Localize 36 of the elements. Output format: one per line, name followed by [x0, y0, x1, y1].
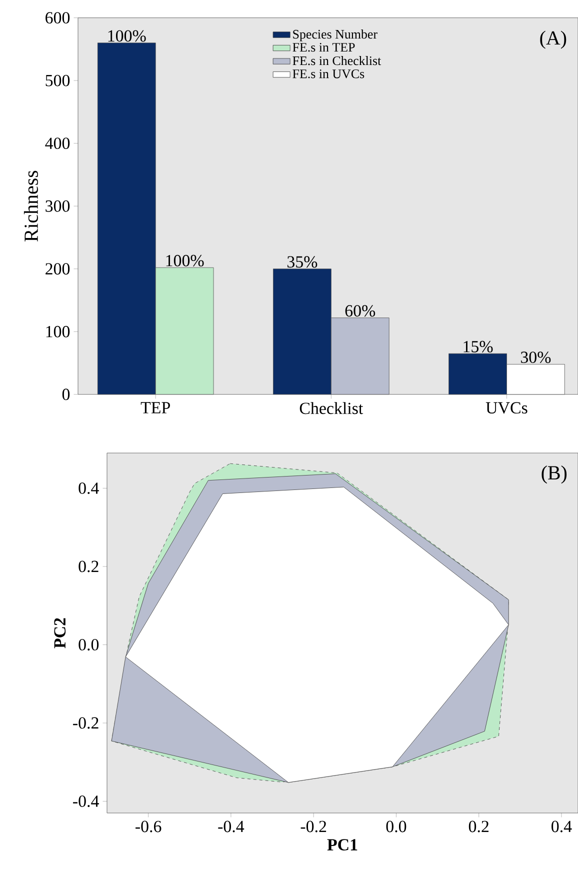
x-tick-label: UVCs [486, 402, 528, 414]
legend-label: FE.s in UVCs [292, 70, 364, 78]
y-tick-label: -0.4 [73, 796, 99, 808]
x-axis-title: PC1 [327, 839, 358, 850]
x-tick-label: 0.4 [552, 820, 572, 832]
x-tick-label: Checklist [300, 402, 364, 414]
x-tick-label: -0.6 [136, 820, 162, 832]
annotation: 15% [464, 340, 493, 352]
y-tick-label: 400 [45, 138, 70, 150]
y-axis-title: Richness [24, 170, 38, 242]
x-tick-label: 0.0 [386, 820, 406, 832]
y-tick-label: 0.0 [78, 638, 99, 650]
y-tick-label: 0.2 [78, 560, 98, 572]
annotation: (A) [540, 30, 566, 49]
y-tick-label: 0 [62, 388, 70, 400]
x-tick-label: -0.2 [300, 820, 326, 832]
legend-label: FE.s in TEP [292, 42, 355, 52]
y-axis-title: PC2 [54, 618, 66, 648]
annotation: 100% [108, 30, 146, 42]
annotation: (B) [542, 466, 567, 484]
y-tick-label: -0.2 [73, 717, 98, 729]
annotation: 35% [287, 256, 318, 268]
annotation: 30% [520, 352, 551, 364]
x-tick-label: -0.4 [218, 820, 244, 832]
y-tick-label: 600 [46, 12, 70, 24]
y-tick-label: 100 [46, 326, 70, 338]
legend-label: FE.s in Checklist [292, 56, 382, 66]
y-tick-label: 0.4 [78, 482, 99, 494]
y-tick-label: 200 [46, 263, 70, 275]
x-tick-label: 0.2 [468, 820, 488, 832]
annotation: 60% [345, 305, 376, 317]
x-tick-label: TEP [140, 402, 170, 414]
legend-label: Species Number [293, 30, 378, 42]
annotation: 100% [166, 254, 204, 266]
y-tick-label: 500 [46, 74, 70, 86]
y-tick-label: 300 [46, 200, 70, 212]
